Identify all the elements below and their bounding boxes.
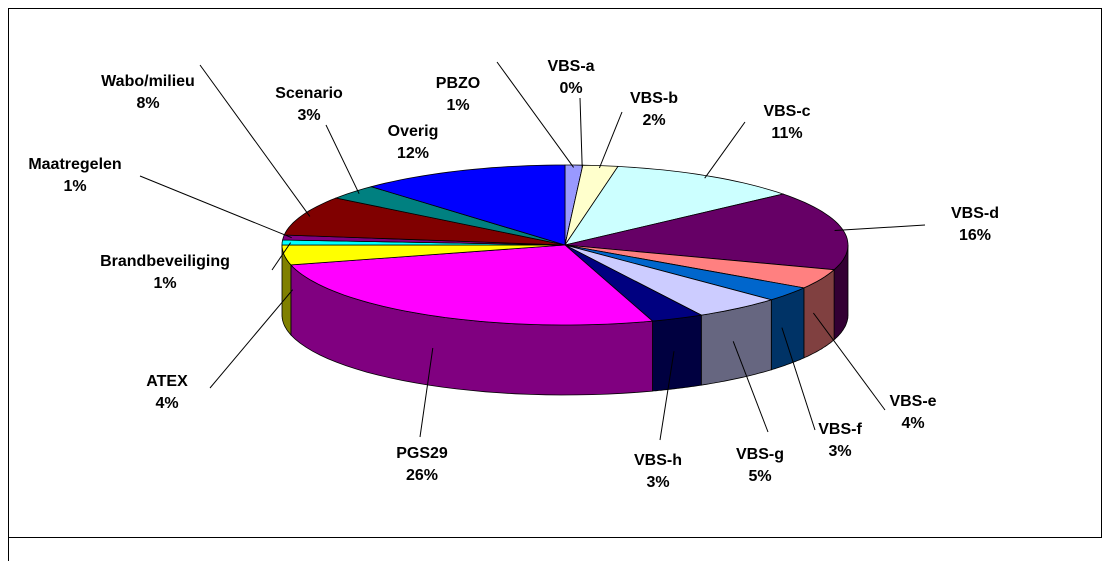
slice-label: PGS29 xyxy=(396,445,448,462)
leader-line xyxy=(579,97,583,168)
slice-value-label: 0% xyxy=(559,80,582,97)
slice-value-label: 4% xyxy=(155,395,178,412)
leader-line xyxy=(781,327,816,431)
leader-line xyxy=(496,61,575,168)
slice xyxy=(334,186,566,246)
leader-line xyxy=(419,347,434,438)
leader-line xyxy=(199,64,311,217)
slice-label: VBS-b xyxy=(630,90,678,107)
slice-value-label: 4% xyxy=(901,415,924,432)
slice-label: VBS-f xyxy=(818,421,862,438)
slice-label: VBS-a xyxy=(547,58,594,75)
slice-value-label: 2% xyxy=(642,112,665,129)
slice xyxy=(290,244,654,326)
slice-label: VBS-d xyxy=(951,205,999,222)
slice xyxy=(564,165,785,246)
slice-value-label: 1% xyxy=(63,178,86,195)
slice xyxy=(369,164,566,246)
leader-line xyxy=(659,351,675,441)
slice-value-label: 8% xyxy=(136,95,159,112)
slice-label: VBS-g xyxy=(736,446,784,463)
leader-line xyxy=(834,224,926,231)
slice-label: VBS-c xyxy=(763,103,810,120)
leader-line xyxy=(598,111,623,169)
slice-value-label: 3% xyxy=(828,443,851,460)
chart-frame xyxy=(8,8,1102,538)
slice-label: PBZO xyxy=(436,75,480,92)
leader-line xyxy=(812,312,886,411)
slice-label: Maatregelen xyxy=(28,156,121,173)
slice-value-label: 26% xyxy=(406,467,438,484)
slice-label: Brandbeveiliging xyxy=(100,253,230,270)
leader-line xyxy=(325,124,360,194)
slice-side xyxy=(652,314,702,392)
slice-value-label: 3% xyxy=(297,107,320,124)
slice-value-label: 1% xyxy=(153,275,176,292)
slice xyxy=(564,244,836,289)
slice-value-label: 1% xyxy=(446,97,469,114)
leader-line xyxy=(271,242,292,271)
slice-value-label: 12% xyxy=(397,145,429,162)
leader-line xyxy=(732,341,769,433)
slice-value-label: 3% xyxy=(646,474,669,491)
slice-value-label: 11% xyxy=(771,125,802,142)
slice-label: Overig xyxy=(388,123,439,140)
slice-label: Scenario xyxy=(275,85,343,102)
slice-label: Wabo/milieu xyxy=(101,73,195,90)
slice-value-label: 16% xyxy=(959,227,991,244)
slice-side xyxy=(770,287,805,371)
slice-label: ATEX xyxy=(146,373,188,390)
slice-label: VBS-h xyxy=(634,452,682,469)
slice-label: VBS-e xyxy=(889,393,936,410)
slice xyxy=(281,244,566,266)
slice-value-label: 5% xyxy=(748,468,771,485)
slice xyxy=(564,244,773,316)
leader-line xyxy=(139,175,292,239)
leader-line xyxy=(209,289,294,389)
slice xyxy=(564,244,806,301)
slice xyxy=(283,197,566,246)
leader-line xyxy=(704,121,746,179)
slice xyxy=(564,244,703,322)
